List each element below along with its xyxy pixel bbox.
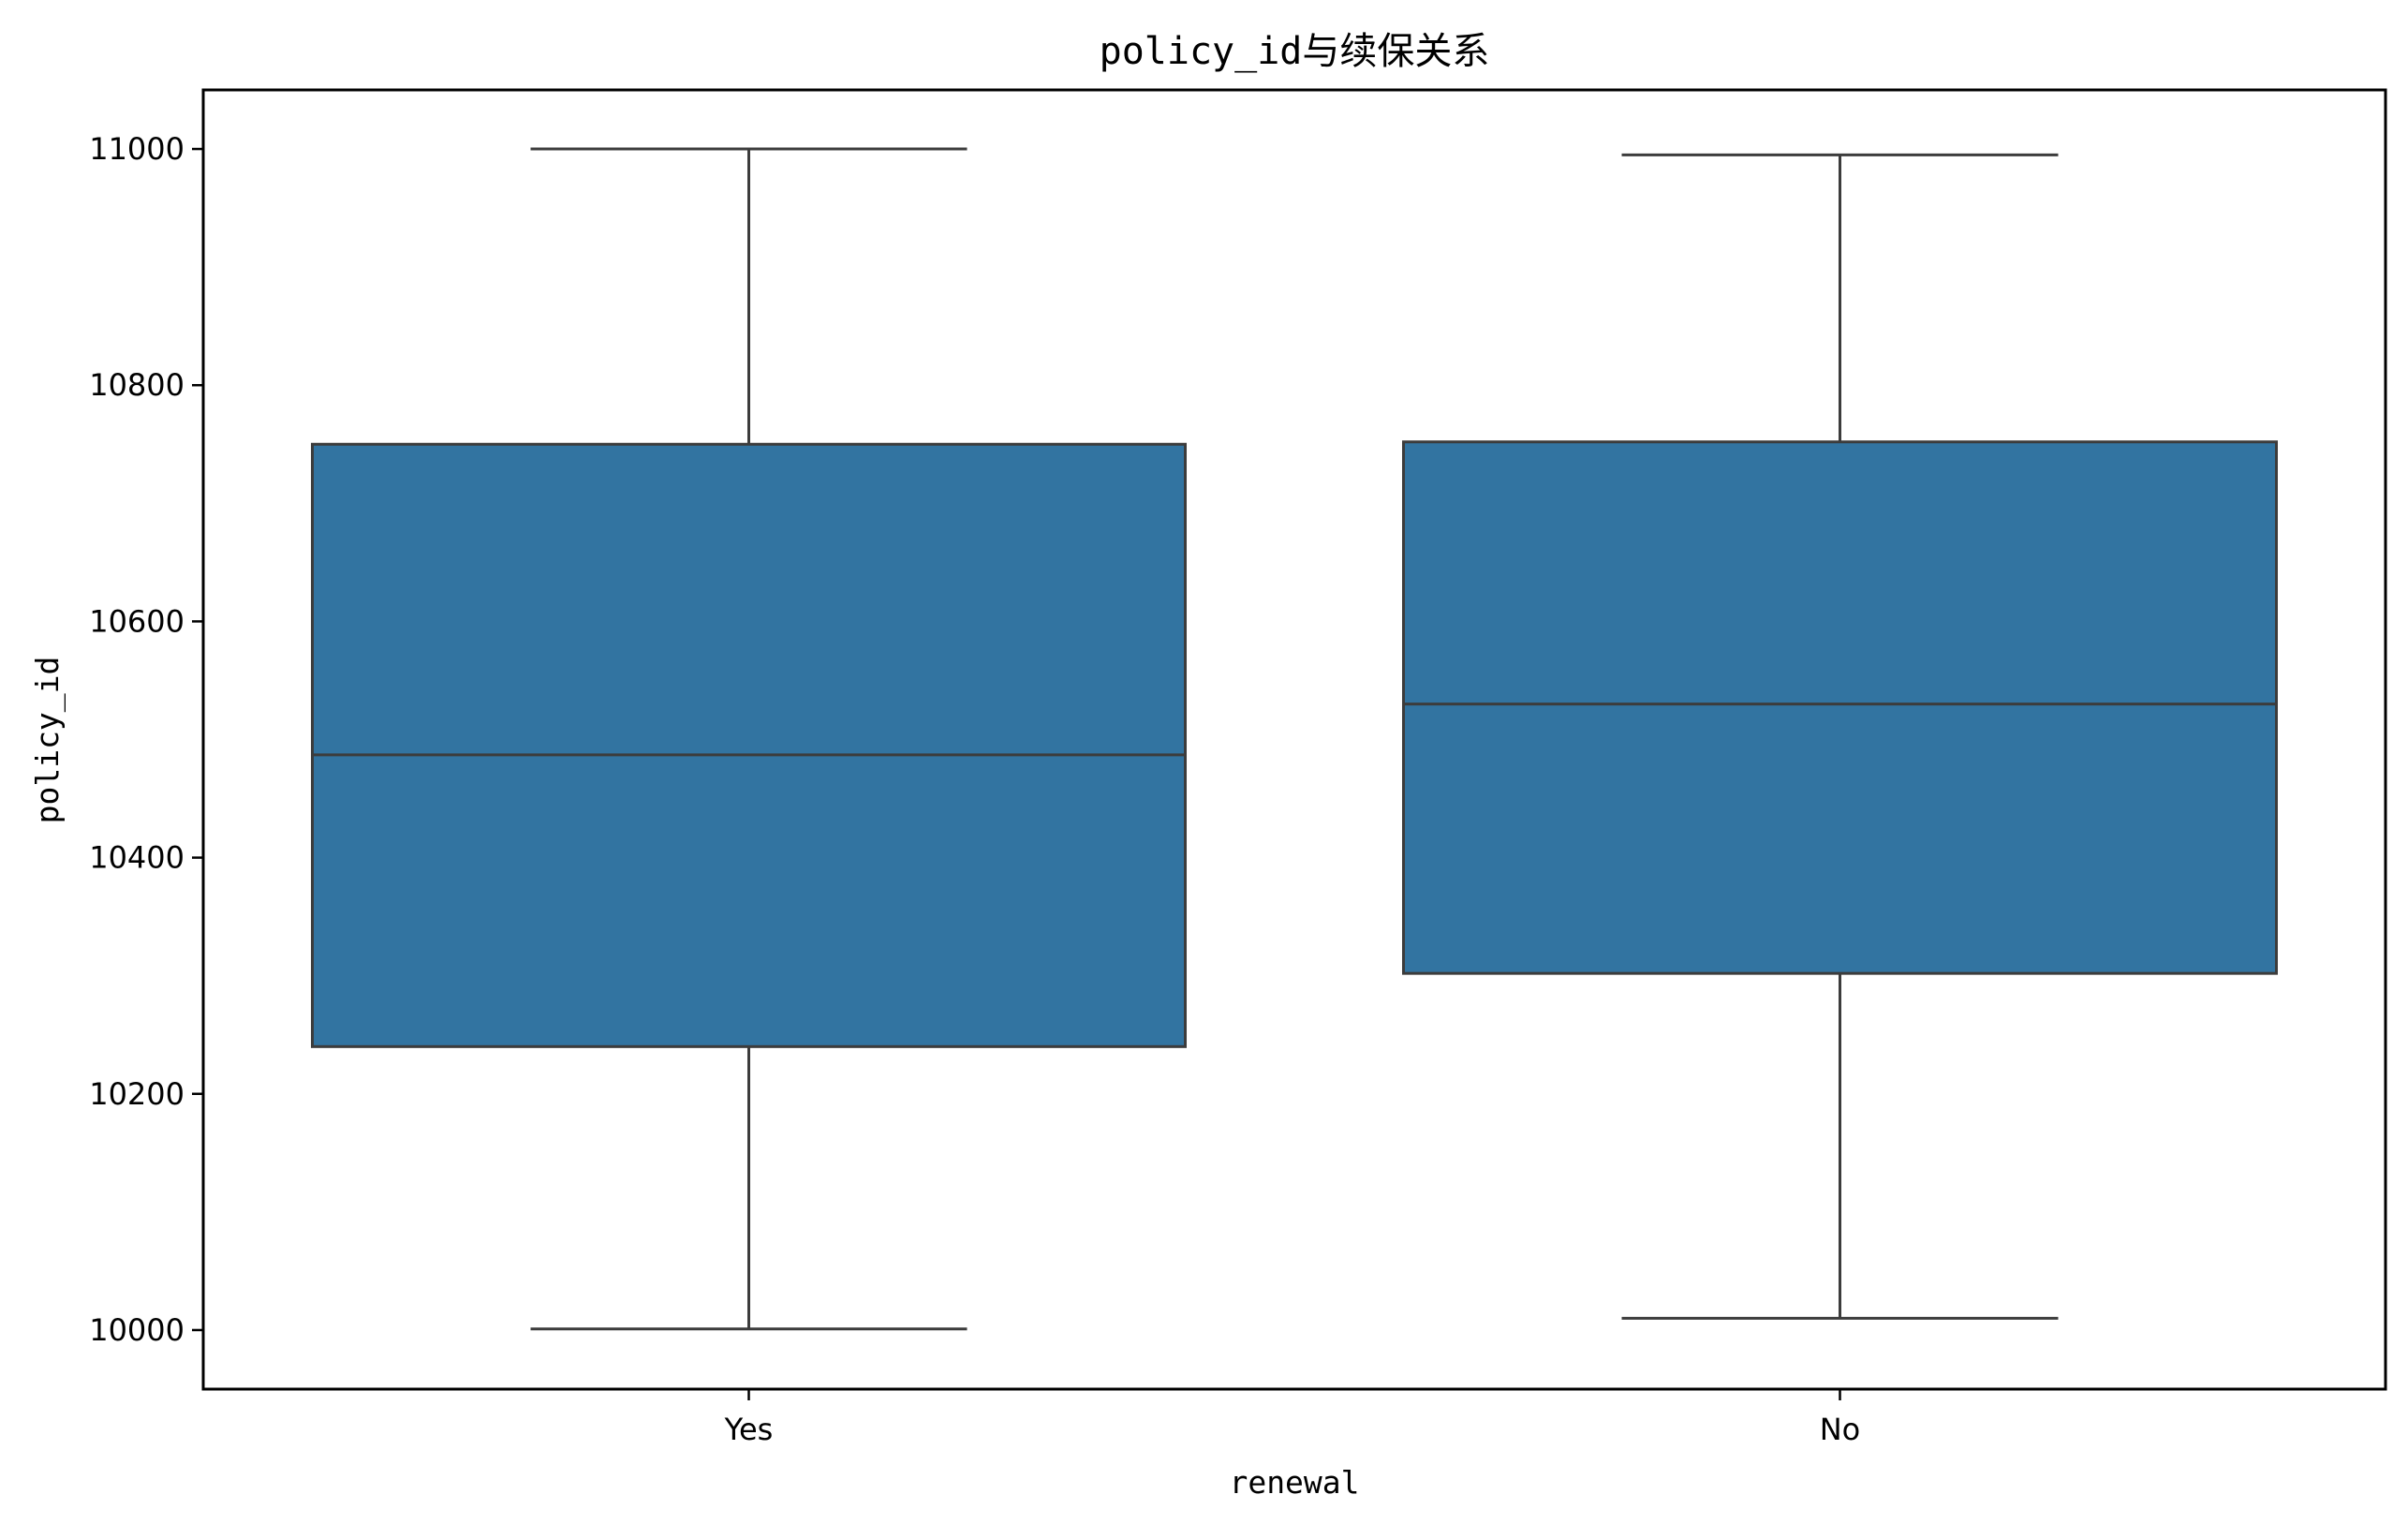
box-group-no [1402,153,2278,1320]
y-tick-label-11000: 11000 [89,131,185,167]
y-tick-label-10400: 10400 [89,840,185,876]
box-yes [311,442,1187,1048]
y-axis-label: policy_id [29,657,66,824]
box-no [1402,440,2278,975]
y-tick-label-10000: 10000 [89,1312,185,1348]
box-group-yes [311,147,1187,1331]
x-axis-ticks: Yes No [724,1389,1861,1447]
x-tick-label-yes: Yes [724,1412,774,1447]
x-axis-label: renewal [1229,1464,1359,1501]
y-tick-label-10600: 10600 [89,603,185,639]
y-tick-label-10200: 10200 [89,1076,185,1112]
y-axis-ticks: 10000 10200 10400 10600 10800 11000 [89,131,203,1348]
plot-area [311,147,2278,1331]
axes-frame [201,88,2387,1391]
y-tick-label-10800: 10800 [89,367,185,403]
x-tick-label-no: No [1820,1412,1861,1447]
chart-title: policy_id与续保关系 [1100,30,1490,73]
